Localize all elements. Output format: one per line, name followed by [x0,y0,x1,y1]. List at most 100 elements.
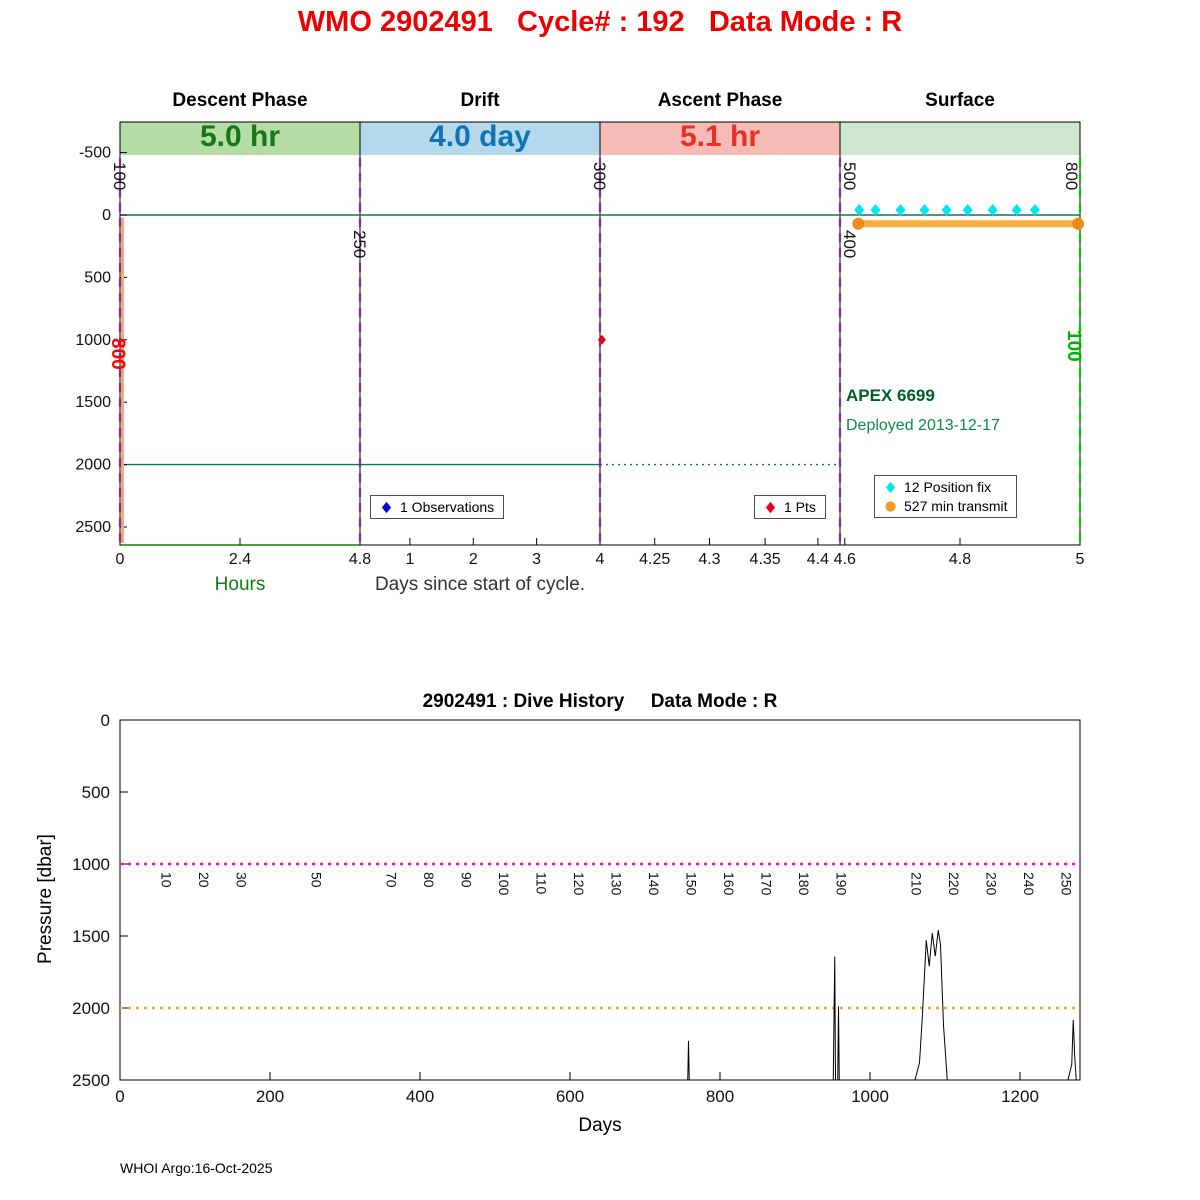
position-fix-diamond [1029,204,1040,217]
cycle-number-label: 120 [571,872,587,896]
dive-x-tick-label: 1200 [1001,1087,1039,1106]
phase-band-0 [120,122,360,155]
timing-y-tick-label: 0 [102,207,111,224]
timing-x-tick-label: 1 [405,551,414,568]
timing-x-tick-label: 2 [469,551,478,568]
phase-band-3 [840,122,1080,155]
dive-trace [832,956,836,1081]
deployed-date-label: Deployed 2013-12-17 [846,417,1000,434]
dive-x-tick-label: 400 [406,1087,434,1106]
timing-y-tick-label: -500 [79,145,111,162]
dive-plot-border [119,719,1081,1081]
dive-y-tick-label: 1500 [72,927,110,946]
cycle-number-label: 140 [646,872,662,896]
phase-header-surface: Surface [925,90,995,111]
dive-y-tick-label: 1000 [72,855,110,874]
hours-axis-caption: Hours [214,574,266,595]
orange-circle-icon [885,500,896,512]
timing-x-tick-label: 4 [596,551,605,568]
timing-x-tick-label: 0 [116,551,125,568]
legend-surface: 12 Position fix 527 min transmit [874,475,1018,518]
mission-marker-label: 800 [1062,162,1081,190]
days-axis-caption: Days since start of cycle. [374,574,586,595]
transmit-end-marker [1072,217,1085,230]
dive-history-xlabel: Days [578,1115,622,1136]
phase-header-descent: Descent Phase [172,90,308,111]
timing-y-tick-label: 500 [84,269,111,286]
dive-trace [687,1040,690,1081]
cycle-number-label: 80 [421,872,437,888]
float-model-label: APEX 6699 [846,386,935,405]
dive-trace [914,930,948,1081]
position-fix-diamond [919,204,930,217]
dive-y-tick-label: 500 [82,783,110,802]
cycle-number-label: 30 [234,872,250,888]
cycle-number-label: 150 [684,872,700,896]
cycle-number-label: 70 [384,872,400,888]
cycle-number-label: 160 [721,872,737,896]
dive-history-ylabel: Pressure [dbar] [35,834,56,964]
cycle-number-label: 190 [834,872,850,896]
main-title: WMO 2902491 Cycle# : 192 Data Mode : R [297,6,903,38]
timing-x-tick-label: 3 [532,551,541,568]
timing-x-tick-label: 4.3 [698,551,720,568]
dive-y-tick-label: 2500 [72,1071,110,1090]
timing-x-tick-label: 4.25 [639,551,670,568]
dive-y-tick-label: 2000 [72,999,110,1018]
mission-marker-label: 800 [107,338,128,370]
timing-y-tick-label: 1000 [75,332,111,349]
position-fix-diamond [1011,204,1022,217]
mission-marker-label: 400 [840,230,859,258]
position-fix-diamond [854,204,865,217]
cycle-number-label: 10 [159,872,175,888]
cycle-number-label: 220 [946,872,962,896]
dive-x-tick-label: 1000 [851,1087,889,1106]
cycle-number-label: 90 [459,872,475,888]
legend-position-fix-row: 12 Position fix [884,479,991,495]
timing-x-tick-label: 4.6 [834,551,856,568]
legend-observations-label: 1 Observations [400,499,495,515]
cycle-number-label: 240 [1021,872,1037,896]
timing-x-tick-label: 2.4 [229,551,251,568]
phase-header-ascent: Ascent Phase [657,90,783,111]
timing-y-tick-label: 2000 [75,457,111,474]
cycle-number-label: 50 [309,872,325,888]
legend-transmit-row: 527 min transmit [884,498,1007,514]
timing-x-tick-label: 4.8 [949,551,971,568]
mission-marker-label: 100 [110,162,129,190]
timing-x-tick-label: 4.8 [349,551,371,568]
cycle-number-label: 170 [759,872,775,896]
cycle-number-label: 110 [534,872,550,895]
phase-header-drift: Drift [460,90,500,111]
dive-trace [837,1006,840,1081]
legend-transmit-label: 527 min transmit [904,498,1008,514]
timing-x-tick-label: 5 [1076,551,1085,568]
timing-y-tick-label: 1500 [75,394,111,411]
legend-pts-label: 1 Pts [784,499,816,515]
dive-x-tick-label: 200 [256,1087,284,1106]
footer-credit: WHOI Argo:16-Oct-2025 [120,1160,273,1176]
mission-marker-label: 500 [840,162,859,190]
dive-y-tick-label: 0 [101,711,110,730]
descent-duration-label: 5.0 hr [199,120,281,153]
dive-history-title: 2902491 : Dive History Data Mode : R [422,691,778,712]
timing-x-tick-label: 4.35 [750,551,781,568]
legend-position-fix-label: 12 Position fix [904,479,992,495]
drift-duration-label: 4.0 day [429,120,531,153]
dive-x-tick-label: 600 [556,1087,584,1106]
phase-band-1 [360,122,600,155]
position-fix-diamond [941,204,952,217]
ascent-duration-label: 5.1 hr [679,120,761,153]
timing-y-tick-label: 2500 [75,519,111,536]
cyan-diamond-icon [885,481,896,493]
dive-trace [1067,1019,1077,1081]
position-fix-diamond [987,204,998,217]
transmit-start-marker [852,217,865,230]
blue-diamond-icon [381,501,392,513]
ascent-sample-point [597,334,606,345]
cycle-number-label: 180 [796,872,812,896]
legend-observations: 1 Observations [370,495,505,519]
mission-marker-label: 300 [590,162,609,190]
dive-x-tick-label: 800 [706,1087,734,1106]
